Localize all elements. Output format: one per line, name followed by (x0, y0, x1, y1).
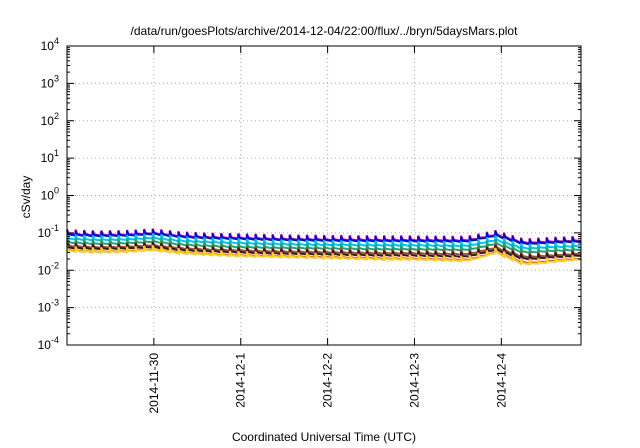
y-tick-label: 10-4 (38, 335, 59, 352)
x-tick-label: 2014-12-4 (494, 353, 508, 408)
y-axis: 10-4 10-3 10-2 10-1 100 101 102 103 104 (38, 36, 581, 352)
y-tick-label: 100 (41, 186, 59, 203)
y-tick-label: 104 (41, 36, 59, 53)
y-axis-label: cSv/day (19, 176, 33, 219)
x-tick-label: 2014-12-3 (407, 353, 421, 408)
y-tick-label: 102 (41, 111, 59, 128)
x-tick-label: 2014-12-2 (321, 353, 335, 408)
y-tick-label: 10-1 (38, 223, 59, 240)
x-axis: 2014-11-30 2014-12-1 2014-12-2 2014-12-3 201… (147, 46, 508, 414)
y-tick-label: 10-3 (38, 298, 59, 315)
chart-title: /data/run/goesPlots/archive/2014-12-04/2… (131, 24, 519, 38)
x-axis-label: Coordinated Universal Time (UTC) (232, 430, 416, 444)
x-tick-label: 2014-11-30 (147, 353, 161, 414)
x-tick-label: 2014-12-1 (234, 353, 248, 408)
series-line-7 (66, 245, 581, 266)
y-tick-label: 10-2 (38, 260, 59, 277)
y-tick-label: 101 (41, 148, 59, 165)
series-layer (66, 228, 582, 266)
grid (67, 46, 581, 345)
y-tick-label: 103 (41, 73, 59, 90)
